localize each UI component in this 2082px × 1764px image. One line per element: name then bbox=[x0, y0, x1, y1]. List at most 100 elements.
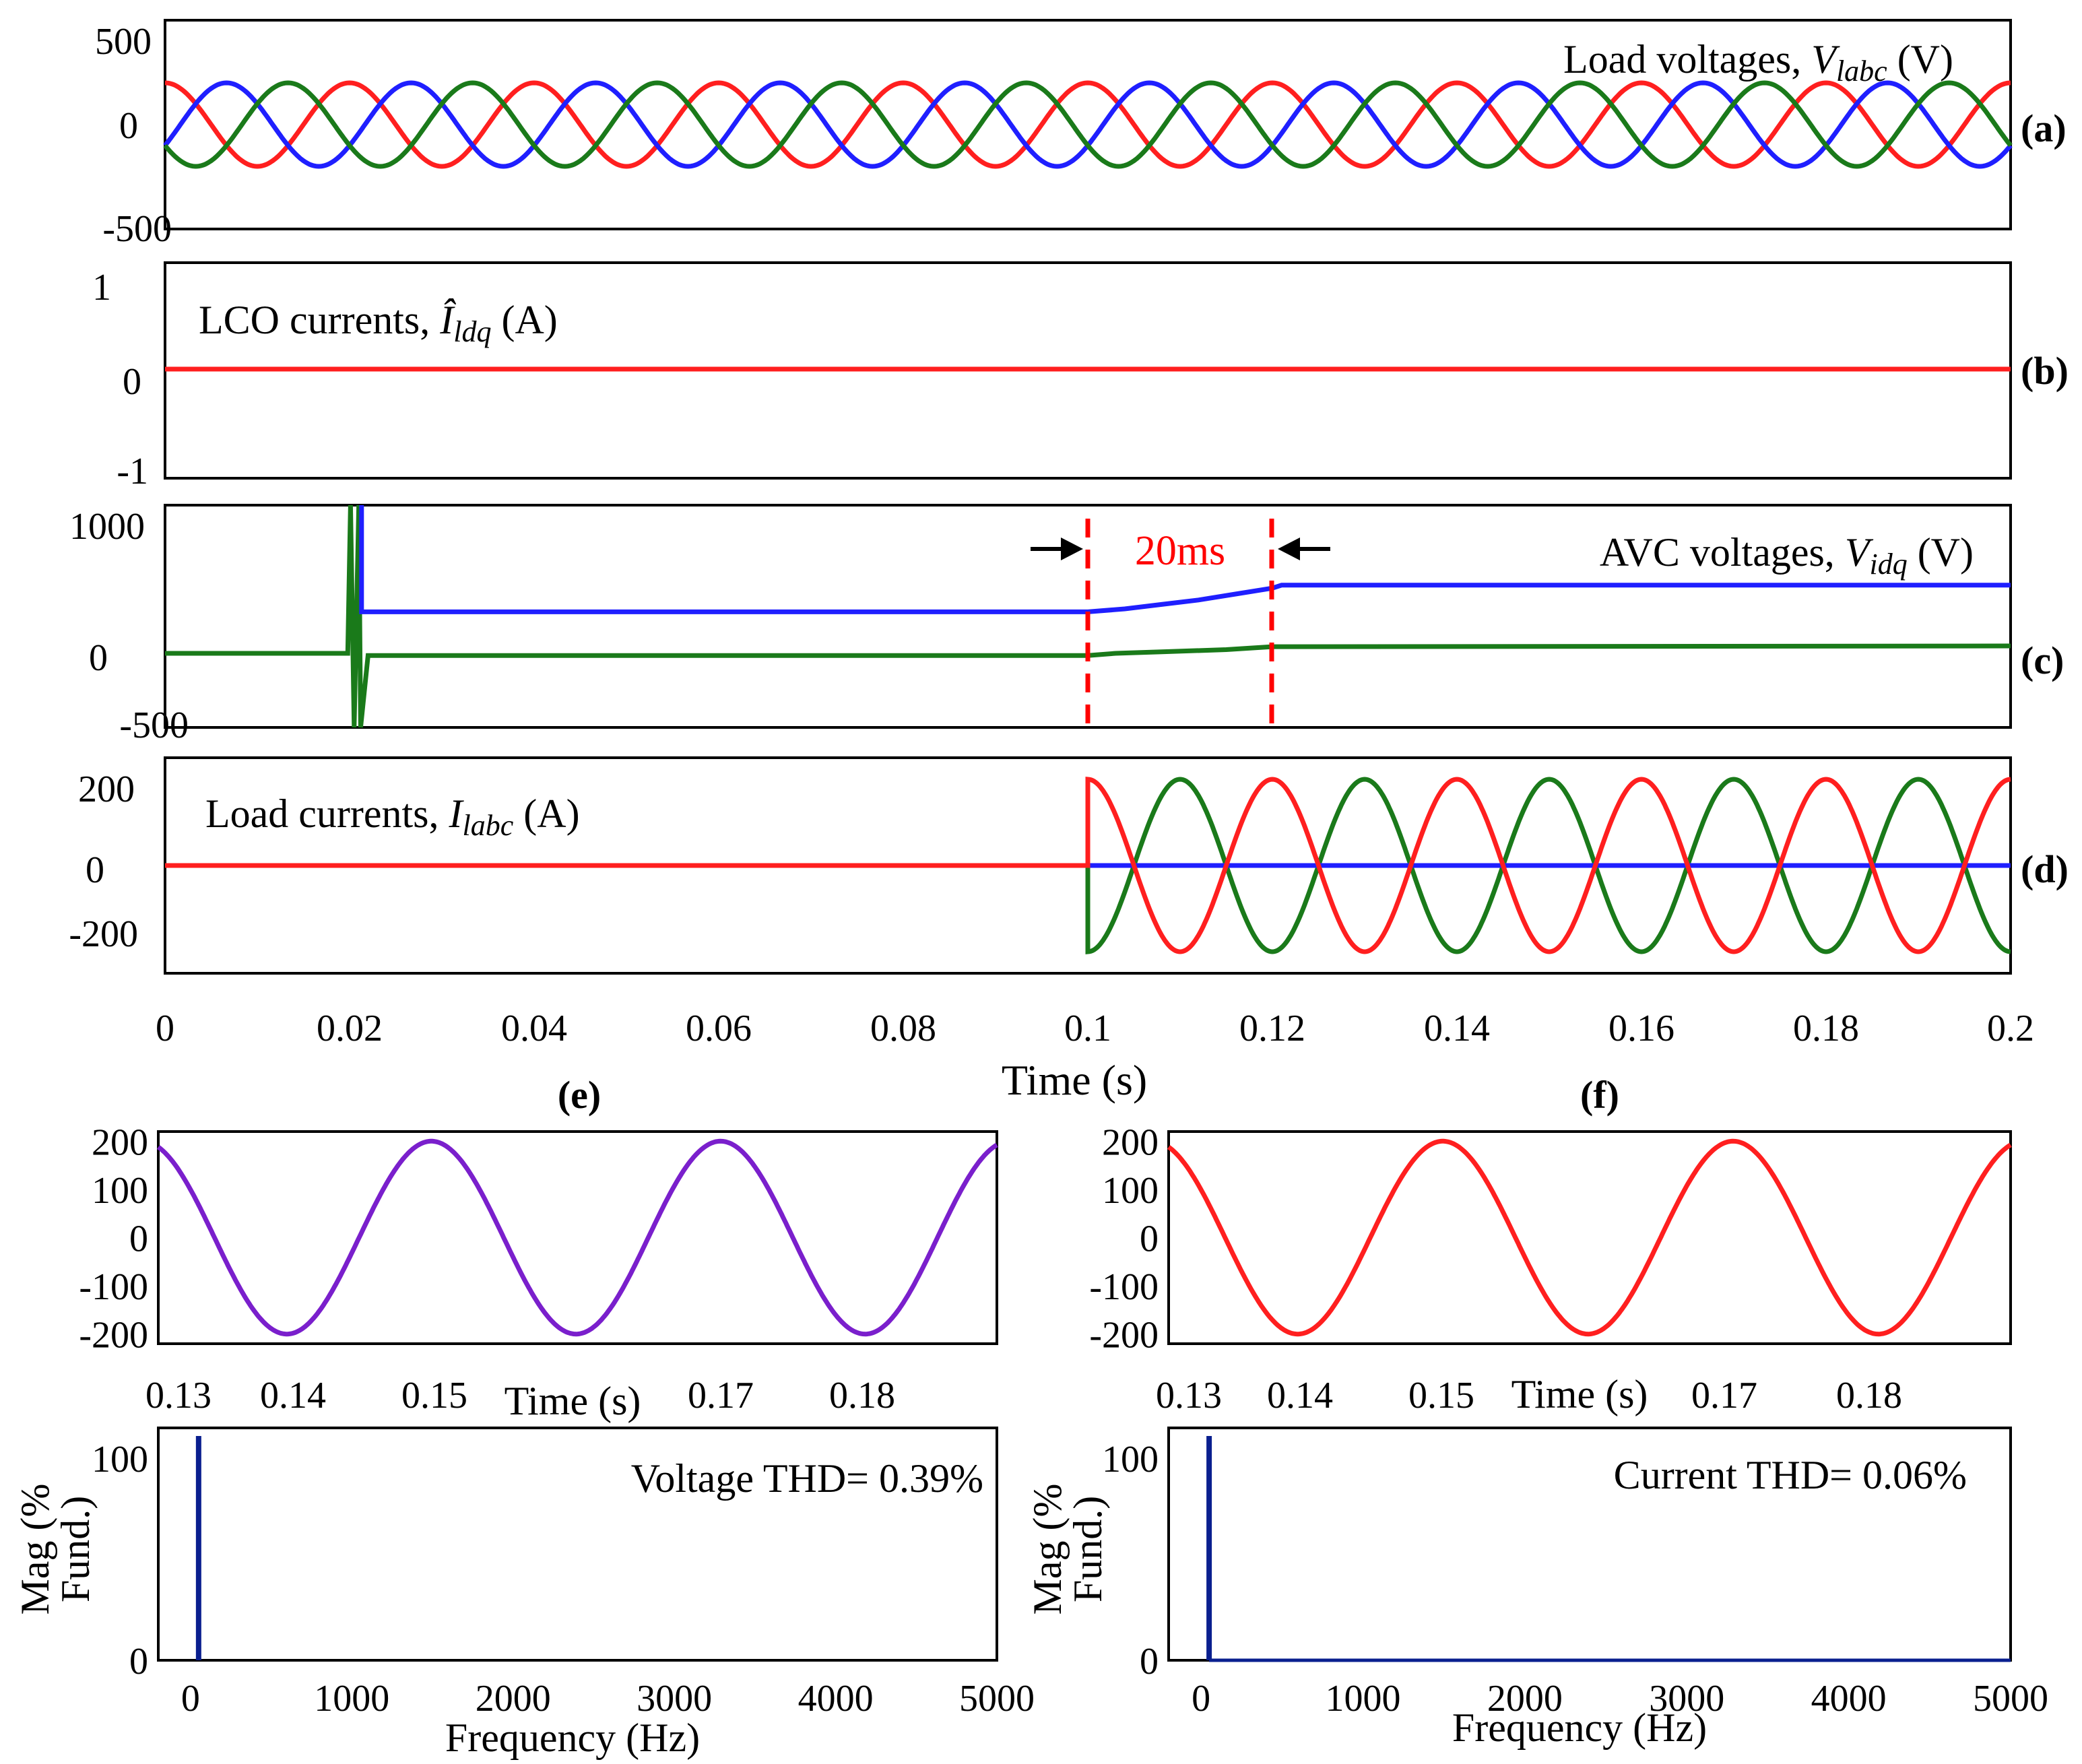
panel-e-wave-xlabel: Time (s) bbox=[505, 1379, 641, 1423]
shared-x-tick: 0.12 bbox=[1239, 1008, 1305, 1049]
panel-e-spectrum-xlabel: Frequency (Hz) bbox=[445, 1716, 700, 1760]
avc-voltage-blue bbox=[359, 505, 2011, 614]
y-tick: 200 bbox=[92, 1121, 148, 1163]
panel-b-tag: (b) bbox=[2021, 349, 2069, 393]
voltage-thd-label: Voltage THD= 0.39% bbox=[631, 1456, 983, 1501]
panel-c-traces bbox=[165, 504, 2011, 728]
panel-f: (f) 200 100 0 -100 -200 0.13 0.14 0.15 0.17 0.18… bbox=[1025, 1073, 2048, 1750]
avc-voltage-green bbox=[165, 504, 2011, 728]
shared-x-tick: 0.02 bbox=[317, 1008, 383, 1049]
x-tick: 0.13 bbox=[1156, 1375, 1222, 1416]
panel-d-title-subscript: labc bbox=[463, 809, 514, 842]
panel-d-title-symbol: I bbox=[449, 791, 465, 836]
current-thd-label: Current THD= 0.06% bbox=[1614, 1453, 1967, 1497]
y-tick: 100 bbox=[92, 1170, 148, 1212]
panel-b-title-subscript: ldq bbox=[453, 315, 491, 348]
panel-f-tag: (f) bbox=[1580, 1073, 1619, 1117]
interval-arrow-left-head bbox=[1061, 537, 1083, 560]
panel-e-spectrum-xticks: 0 1000 2000 3000 4000 5000 bbox=[181, 1678, 1035, 1720]
x-tick: 2000 bbox=[476, 1678, 551, 1720]
panel-f-spectrum-xticks: 0 1000 2000 3000 4000 5000 bbox=[1192, 1678, 2048, 1720]
panel-d-tag: (d) bbox=[2021, 847, 2069, 891]
x-tick: 3000 bbox=[637, 1678, 712, 1720]
panel-e: (e) 200 100 0 -100 -200 0.13 0.14 0.15 0.17 0.18… bbox=[13, 1073, 1035, 1760]
panel-c-ytick-top: 1000 bbox=[69, 506, 145, 548]
panel-d-title-unit: (A) bbox=[513, 791, 579, 836]
panel-c-frame bbox=[164, 504, 2012, 729]
panel-c-tag: (c) bbox=[2021, 639, 2064, 682]
interval-label: 20ms bbox=[1135, 528, 1225, 574]
y-tick: -100 bbox=[79, 1266, 148, 1308]
shared-x-tick: 0.14 bbox=[1424, 1008, 1490, 1049]
x-tick: 4000 bbox=[798, 1678, 874, 1720]
shared-x-tick: 0.16 bbox=[1608, 1008, 1674, 1049]
y-tick: -200 bbox=[1089, 1315, 1159, 1357]
panel-b-title-text: LCO currents, bbox=[199, 298, 440, 342]
panel-a-traces bbox=[163, 80, 2013, 169]
panel-b-ytick-mid: 0 bbox=[123, 361, 141, 403]
y-tick: 0 bbox=[1140, 1218, 1159, 1260]
y-tick: 100 bbox=[92, 1439, 148, 1480]
panel-f-spectrum-yticks: 100 0 bbox=[1102, 1439, 1159, 1683]
panel-f-spectrum-ylabel-2: Fund.) bbox=[1066, 1496, 1110, 1602]
shared-x-tick: 0.1 bbox=[1064, 1008, 1111, 1049]
load-current-phase-a bbox=[165, 777, 2011, 954]
panel-f-spectrum-xlabel: Frequency (Hz) bbox=[1452, 1705, 1707, 1750]
load-voltage-phase-a bbox=[164, 80, 2011, 169]
shared-x-tick: 0.08 bbox=[870, 1008, 936, 1049]
x-tick: 4000 bbox=[1811, 1678, 1887, 1720]
load-voltage-phase-c bbox=[163, 80, 2013, 169]
y-tick: -200 bbox=[79, 1315, 148, 1357]
x-tick: 0.15 bbox=[1408, 1375, 1474, 1416]
panel-a-ytick-bottom: -500 bbox=[102, 208, 172, 250]
x-tick: 0 bbox=[1192, 1678, 1210, 1720]
interval-arrow-right-head bbox=[1278, 537, 1300, 560]
panel-c-title: AVC voltages, Vidq (V) bbox=[1600, 530, 1974, 581]
panel-c-title-subscript: idq bbox=[1869, 548, 1907, 581]
panel-b-title-symbol: Î bbox=[439, 298, 456, 342]
x-tick: 1000 bbox=[314, 1678, 389, 1720]
panel-d-ytick-mid: 0 bbox=[86, 849, 104, 891]
panel-d-ytick-top: 200 bbox=[78, 769, 135, 810]
panel-c-title-text: AVC voltages, bbox=[1600, 530, 1845, 575]
x-tick: 0.18 bbox=[829, 1375, 895, 1416]
x-tick: 0.17 bbox=[688, 1375, 754, 1416]
x-tick: 0.14 bbox=[260, 1375, 326, 1416]
y-tick: 100 bbox=[1102, 1439, 1159, 1480]
shared-x-tick: 0.2 bbox=[1987, 1008, 2034, 1049]
panel-a: 500 0 -500 Load voltages, Vlabc (V) (a) bbox=[95, 19, 2067, 250]
panel-c-ytick-bottom: -500 bbox=[119, 705, 189, 746]
panel-a-title-subscript: labc bbox=[1836, 55, 1887, 88]
panel-b-title: LCO currents, Îldq (A) bbox=[199, 298, 558, 348]
panel-e-spectrum-ylabel-1: Mag (% bbox=[13, 1484, 57, 1615]
y-tick: 200 bbox=[1102, 1121, 1159, 1163]
load-current-phase-c bbox=[165, 777, 2011, 954]
panel-a-title-symbol: V bbox=[1811, 37, 1840, 81]
x-tick: 5000 bbox=[1973, 1678, 2048, 1720]
y-tick: 0 bbox=[1140, 1641, 1159, 1683]
panel-d-title-text: Load currents, bbox=[205, 791, 449, 836]
x-tick: 5000 bbox=[959, 1678, 1035, 1720]
panel-a-title-text: Load voltages, bbox=[1563, 37, 1811, 81]
panel-f-wave-yticks: 200 100 0 -100 -200 bbox=[1089, 1121, 1159, 1356]
load-voltage-phase-b bbox=[163, 80, 2013, 169]
panel-d-title: Load currents, Ilabc (A) bbox=[205, 791, 580, 842]
x-tick: 1000 bbox=[1325, 1678, 1400, 1720]
panel-f-spectrum-ylabel-1: Mag (% bbox=[1025, 1484, 1070, 1615]
shared-x-tick: 0.04 bbox=[501, 1008, 567, 1049]
panel-a-tag: (a) bbox=[2021, 106, 2067, 150]
panel-b-ytick-top: 1 bbox=[92, 267, 111, 308]
panel-f-wave-frame bbox=[1167, 1130, 2012, 1345]
x-tick: 0.15 bbox=[401, 1375, 467, 1416]
panel-e-spectrum-ylabel-2: Fund.) bbox=[53, 1496, 98, 1602]
shared-x-tick: 0 bbox=[156, 1008, 174, 1049]
panel-e-spectrum-yticks: 100 0 bbox=[92, 1439, 148, 1683]
panel-e-tag: (e) bbox=[558, 1073, 601, 1117]
y-tick: 100 bbox=[1102, 1170, 1159, 1212]
panel-e-wave-yticks: 200 100 0 -100 -200 bbox=[79, 1121, 148, 1356]
panel-e-voltage-wave bbox=[156, 1138, 998, 1337]
panel-d-traces bbox=[165, 777, 2011, 954]
panel-e-wave-frame bbox=[157, 1130, 998, 1345]
panel-a-title-unit: (V) bbox=[1887, 37, 1953, 81]
